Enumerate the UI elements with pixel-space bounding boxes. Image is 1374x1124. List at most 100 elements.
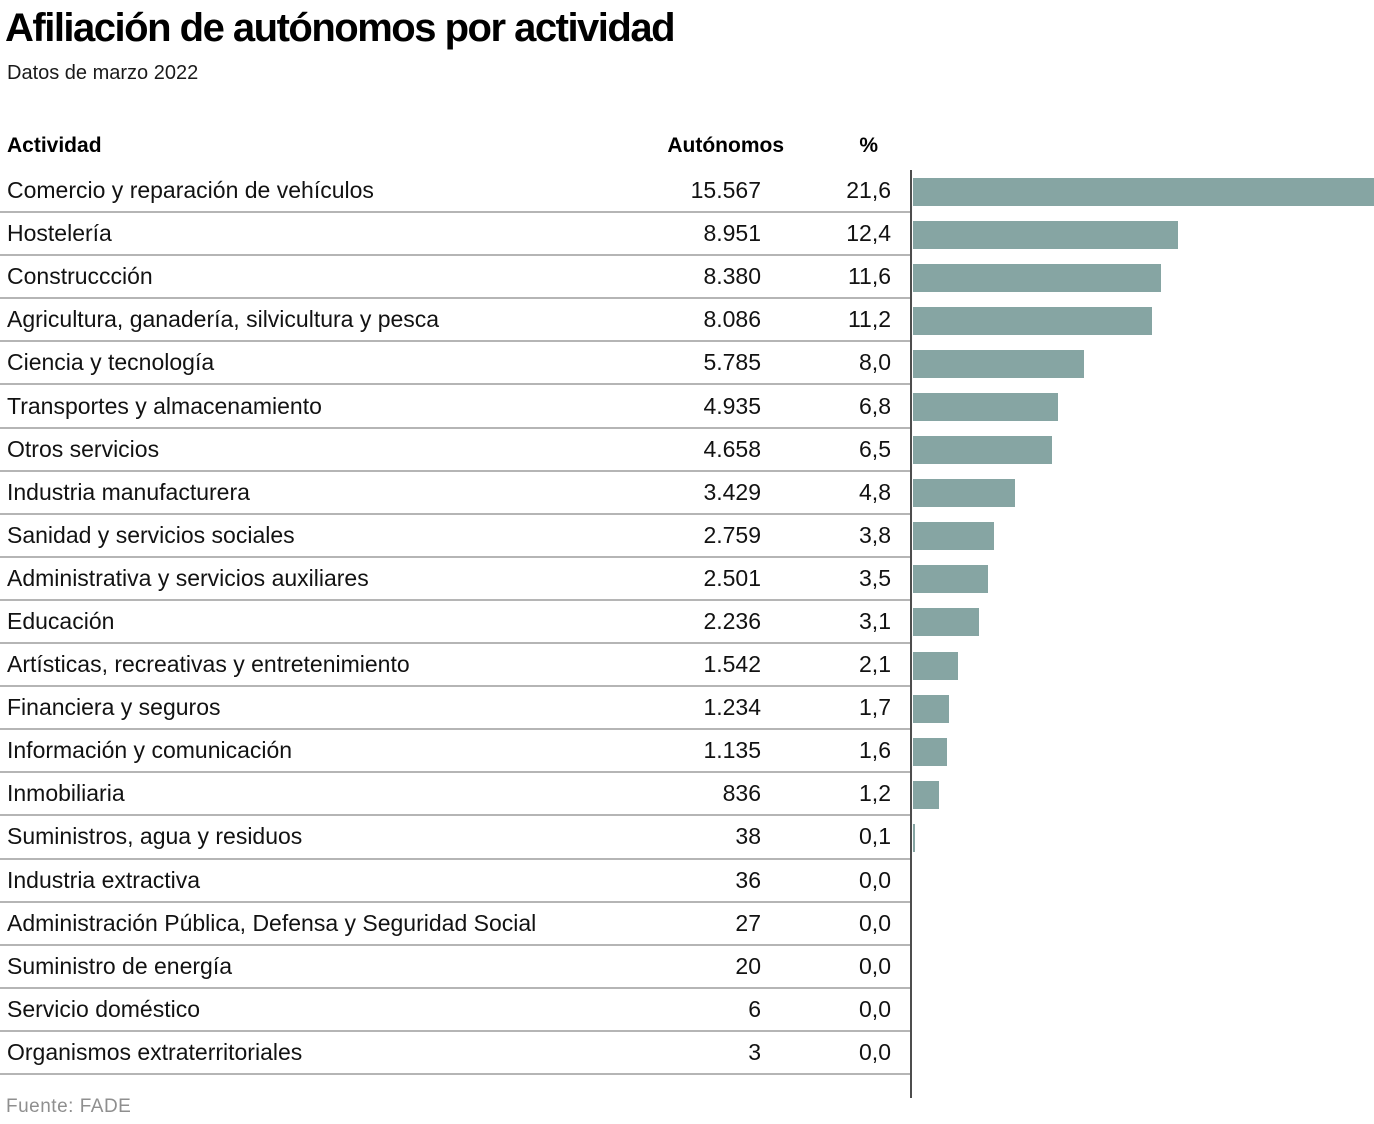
activity-label: Inmobiliaria: [0, 773, 611, 817]
activity-label: Información y comunicación: [0, 730, 611, 774]
table-body: Comercio y reparación de vehículos 15.56…: [0, 170, 1374, 1075]
percent-value: 12,4: [761, 213, 911, 257]
table-row: Hostelería 8.951 12,4: [0, 213, 1374, 257]
autonomos-value: 6: [611, 989, 761, 1032]
activity-label: Educación: [0, 601, 611, 645]
activity-label: Organismos extraterritoriales: [0, 1032, 611, 1075]
percent-bar: [913, 694, 950, 723]
table-row: Sanidad y servicios sociales 2.759 3,8: [0, 515, 1374, 558]
percent-bar: [913, 306, 1152, 335]
activity-label: Agricultura, ganadería, silvicultura y p…: [0, 299, 611, 343]
autonomos-value: 38: [611, 816, 761, 860]
percent-bar: [913, 177, 1374, 206]
percent-bar: [913, 737, 948, 766]
percent-bar: [913, 522, 995, 551]
autonomos-value: 836: [611, 773, 761, 817]
activity-label: Construccción: [0, 256, 611, 300]
table-row: Construccción 8.380 11,6: [0, 256, 1374, 300]
bar-cell: [911, 644, 1374, 687]
autonomos-value: 36: [611, 860, 761, 903]
bar-cell: [911, 816, 1374, 859]
bar-cell: [911, 946, 1374, 989]
table-row: Agricultura, ganadería, silvicultura y p…: [0, 299, 1374, 343]
activity-label: Hostelería: [0, 213, 611, 257]
bar-cell: [911, 472, 1374, 515]
percent-value: 11,6: [761, 256, 911, 300]
percent-value: 3,8: [761, 515, 911, 558]
percent-bar: [913, 780, 939, 809]
table-row: Suministro de energía 20 0,0: [0, 946, 1374, 989]
autonomos-value: 3.429: [611, 472, 761, 515]
bar-cell: [911, 170, 1374, 213]
autonomos-value: 2.236: [611, 601, 761, 645]
bar-cell: [911, 903, 1374, 946]
table-row: Servicio doméstico 6 0,0: [0, 989, 1374, 1032]
bar-cell: [911, 515, 1374, 558]
bar-cell: [911, 989, 1374, 1032]
table-row: Educación 2.236 3,1: [0, 601, 1374, 645]
activity-label: Artísticas, recreativas y entretenimient…: [0, 644, 611, 688]
table-row: Financiera y seguros 1.234 1,7: [0, 687, 1374, 731]
activity-label: Industria extractiva: [0, 860, 611, 903]
autonomos-value: 2.501: [611, 558, 761, 601]
activity-label: Administración Pública, Defensa y Seguri…: [0, 903, 611, 946]
autonomos-value: 15.567: [611, 170, 761, 214]
percent-value: 1,6: [761, 730, 911, 774]
percent-bar: [913, 220, 1178, 249]
activity-label: Otros servicios: [0, 429, 611, 472]
autonomos-value: 2.759: [611, 515, 761, 558]
table-row: Otros servicios 4.658 6,5: [0, 429, 1374, 472]
percent-bar: [913, 436, 1052, 465]
bar-cell: [911, 558, 1374, 601]
percent-value: 21,6: [761, 170, 911, 214]
bar-cell: [911, 601, 1374, 644]
bar-cell: [911, 385, 1374, 428]
bar-cell: [911, 299, 1374, 342]
bar-cell: [911, 1032, 1374, 1075]
column-header-percent: %: [859, 134, 878, 157]
autonomos-value: 8.951: [611, 213, 761, 257]
table-row: Artísticas, recreativas y entretenimient…: [0, 644, 1374, 688]
percent-value: 6,5: [761, 429, 911, 472]
autonomos-value: 1.234: [611, 687, 761, 731]
percent-value: 1,2: [761, 773, 911, 817]
bar-cell: [911, 687, 1374, 730]
autonomos-value: 20: [611, 946, 761, 989]
percent-value: 0,0: [761, 946, 911, 989]
percent-bar: [913, 651, 958, 680]
column-header-autonomos: Autónomos: [667, 134, 784, 157]
table-row: Transportes y almacenamiento 4.935 6,8: [0, 385, 1374, 429]
autonomos-value: 8.086: [611, 299, 761, 343]
percent-value: 8,0: [761, 342, 911, 386]
activity-label: Sanidad y servicios sociales: [0, 515, 611, 558]
autonomos-value: 1.542: [611, 644, 761, 688]
autonomos-value: 8.380: [611, 256, 761, 300]
percent-bar: [913, 349, 1084, 378]
source-note: Fuente: FADE: [6, 1096, 132, 1117]
activity-label: Administrativa y servicios auxiliares: [0, 558, 611, 601]
autonomos-value: 4.935: [611, 385, 761, 429]
bar-cell: [911, 213, 1374, 256]
table-row: Industria manufacturera 3.429 4,8: [0, 472, 1374, 515]
percent-value: 3,5: [761, 558, 911, 601]
autonomos-value: 27: [611, 903, 761, 946]
percent-value: 0,0: [761, 903, 911, 946]
table-row: Industria extractiva 36 0,0: [0, 860, 1374, 903]
autonomos-value: 3: [611, 1032, 761, 1075]
percent-value: 0,0: [761, 860, 911, 903]
bar-cell: [911, 342, 1374, 385]
percent-bar: [913, 263, 1161, 292]
percent-value: 0,1: [761, 816, 911, 860]
activity-label: Industria manufacturera: [0, 472, 611, 515]
page-title: Afiliación de autónomos por actividad: [5, 6, 676, 50]
percent-bar: [913, 823, 916, 852]
percent-value: 2,1: [761, 644, 911, 688]
table-header-row: Actividad Autónomos %: [0, 130, 911, 162]
bar-cell: [911, 860, 1374, 903]
percent-value: 0,0: [761, 1032, 911, 1075]
bar-cell: [911, 730, 1374, 773]
autonomos-value: 5.785: [611, 342, 761, 386]
table-row: Ciencia y tecnología 5.785 8,0: [0, 342, 1374, 386]
bar-cell: [911, 773, 1374, 816]
